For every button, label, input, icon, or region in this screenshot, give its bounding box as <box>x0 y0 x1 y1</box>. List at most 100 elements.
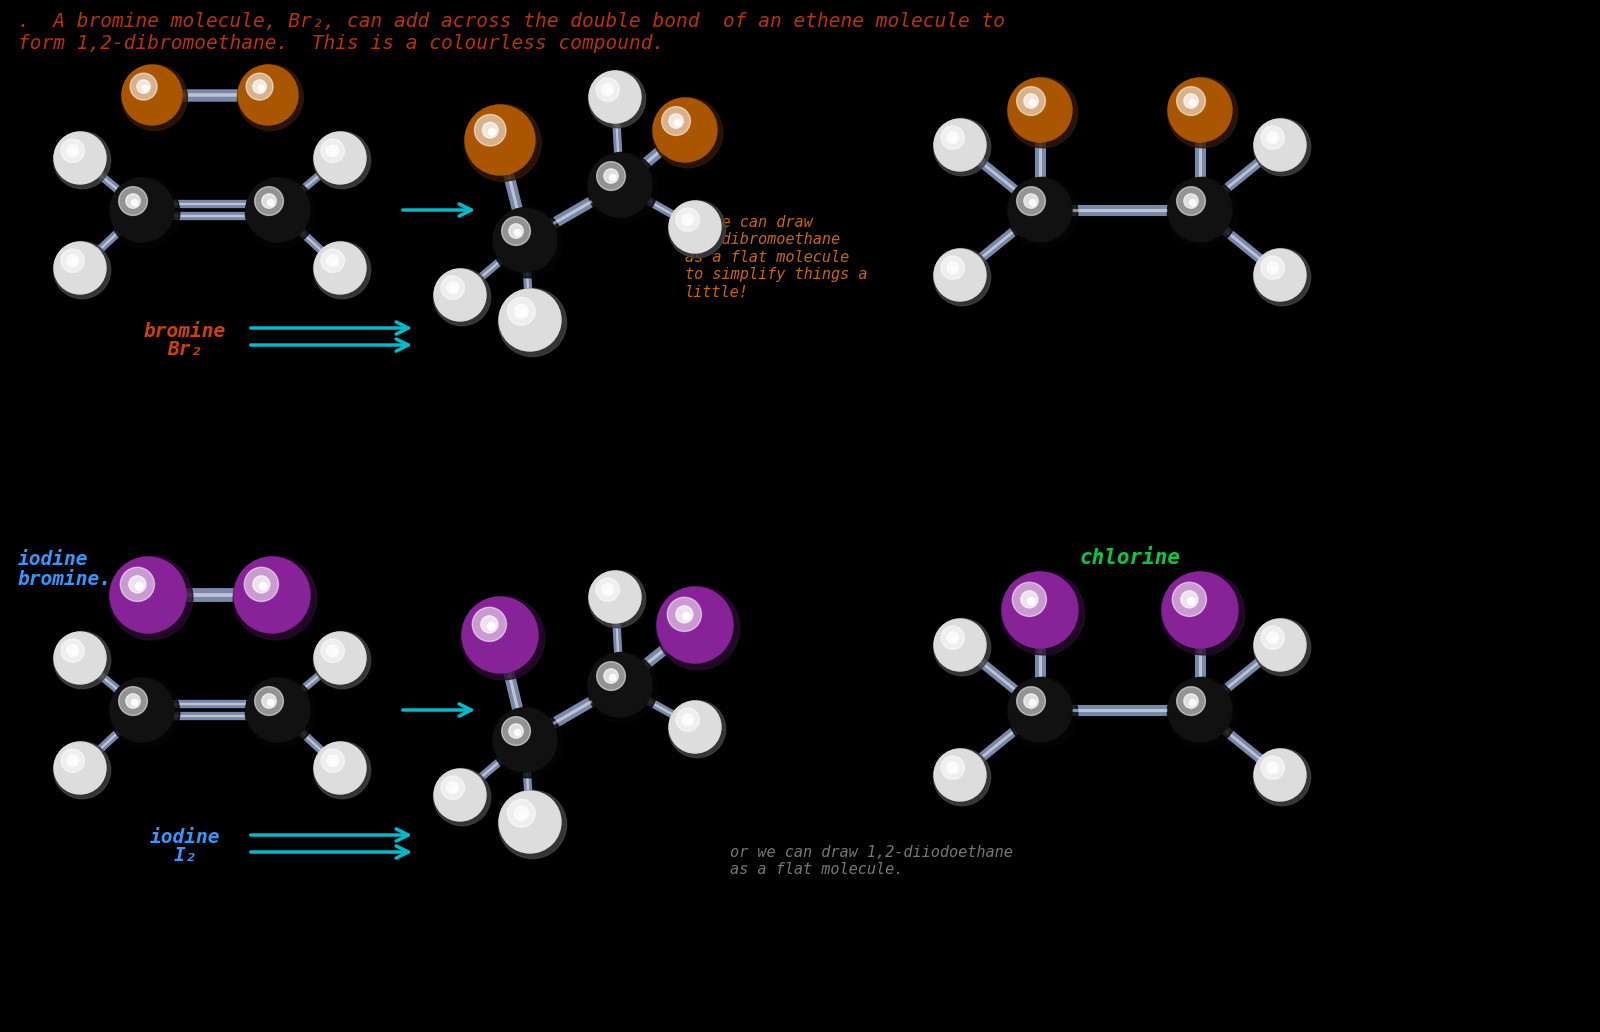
Ellipse shape <box>597 162 626 191</box>
Ellipse shape <box>331 760 336 765</box>
Ellipse shape <box>1189 199 1195 205</box>
Ellipse shape <box>1272 767 1277 772</box>
Ellipse shape <box>314 241 366 294</box>
Ellipse shape <box>61 249 85 272</box>
Ellipse shape <box>1184 94 1198 108</box>
Ellipse shape <box>1176 87 1205 116</box>
Ellipse shape <box>488 128 496 135</box>
Ellipse shape <box>1261 126 1285 150</box>
Ellipse shape <box>587 153 658 223</box>
Ellipse shape <box>520 310 526 316</box>
Ellipse shape <box>683 612 690 620</box>
Ellipse shape <box>314 241 371 298</box>
Ellipse shape <box>53 241 110 298</box>
Ellipse shape <box>72 150 77 155</box>
Ellipse shape <box>434 268 491 326</box>
Ellipse shape <box>1267 132 1278 143</box>
Text: I₂: I₂ <box>173 846 197 865</box>
Ellipse shape <box>677 708 699 732</box>
Ellipse shape <box>331 150 336 155</box>
Ellipse shape <box>1008 678 1072 742</box>
Ellipse shape <box>254 686 283 715</box>
Ellipse shape <box>246 678 310 742</box>
Ellipse shape <box>514 304 528 318</box>
Ellipse shape <box>331 259 336 264</box>
Ellipse shape <box>245 178 315 248</box>
Ellipse shape <box>1029 199 1035 205</box>
Ellipse shape <box>610 174 616 181</box>
Ellipse shape <box>1168 678 1232 742</box>
Ellipse shape <box>509 723 523 738</box>
Ellipse shape <box>314 632 366 684</box>
Ellipse shape <box>1254 749 1306 801</box>
Ellipse shape <box>1008 77 1078 148</box>
Ellipse shape <box>138 79 150 93</box>
Ellipse shape <box>1173 582 1206 616</box>
Ellipse shape <box>493 707 563 778</box>
Ellipse shape <box>1168 178 1232 241</box>
Ellipse shape <box>941 126 965 150</box>
Ellipse shape <box>947 262 958 273</box>
Ellipse shape <box>1029 99 1035 106</box>
Ellipse shape <box>1024 94 1038 108</box>
Ellipse shape <box>1253 119 1310 175</box>
Ellipse shape <box>118 187 147 216</box>
Ellipse shape <box>675 120 682 126</box>
Ellipse shape <box>267 199 274 205</box>
Text: or we can draw 1,2-diiodoethane
as a flat molecule.: or we can draw 1,2-diiodoethane as a fla… <box>730 845 1013 877</box>
Ellipse shape <box>589 571 646 627</box>
Ellipse shape <box>1162 572 1238 648</box>
Ellipse shape <box>603 169 618 184</box>
Ellipse shape <box>488 622 494 631</box>
Ellipse shape <box>122 64 187 130</box>
Ellipse shape <box>1016 87 1045 116</box>
Ellipse shape <box>653 98 717 162</box>
Ellipse shape <box>110 557 186 633</box>
Ellipse shape <box>1162 572 1245 655</box>
Ellipse shape <box>67 754 78 767</box>
Ellipse shape <box>597 662 626 690</box>
Ellipse shape <box>246 73 274 100</box>
Ellipse shape <box>1181 590 1198 608</box>
Ellipse shape <box>245 568 278 602</box>
Ellipse shape <box>1272 136 1277 141</box>
Ellipse shape <box>136 582 142 590</box>
Ellipse shape <box>118 686 147 715</box>
Ellipse shape <box>254 187 283 216</box>
Ellipse shape <box>238 65 298 125</box>
Ellipse shape <box>1267 762 1278 774</box>
Ellipse shape <box>653 97 723 168</box>
Ellipse shape <box>941 756 965 779</box>
Ellipse shape <box>602 584 613 595</box>
Ellipse shape <box>1013 582 1046 616</box>
Ellipse shape <box>434 769 491 826</box>
Ellipse shape <box>1176 187 1205 216</box>
Ellipse shape <box>475 115 506 146</box>
Ellipse shape <box>933 748 990 806</box>
Ellipse shape <box>669 114 683 128</box>
Ellipse shape <box>682 214 693 226</box>
Ellipse shape <box>589 71 642 123</box>
Ellipse shape <box>1253 748 1310 806</box>
Ellipse shape <box>952 136 957 141</box>
Ellipse shape <box>331 649 336 654</box>
Ellipse shape <box>589 571 642 623</box>
Ellipse shape <box>72 649 77 654</box>
Ellipse shape <box>933 249 990 305</box>
Ellipse shape <box>451 786 456 792</box>
Ellipse shape <box>493 208 557 272</box>
Ellipse shape <box>602 84 613 96</box>
Ellipse shape <box>72 259 77 264</box>
Ellipse shape <box>1189 700 1195 706</box>
Ellipse shape <box>322 249 344 272</box>
Ellipse shape <box>322 749 344 772</box>
Ellipse shape <box>446 282 459 293</box>
Ellipse shape <box>515 229 522 236</box>
Ellipse shape <box>941 256 965 280</box>
Ellipse shape <box>1168 677 1238 748</box>
Ellipse shape <box>1008 677 1078 748</box>
Ellipse shape <box>322 139 344 162</box>
Ellipse shape <box>126 694 141 708</box>
Ellipse shape <box>109 677 179 748</box>
Ellipse shape <box>1027 598 1035 605</box>
